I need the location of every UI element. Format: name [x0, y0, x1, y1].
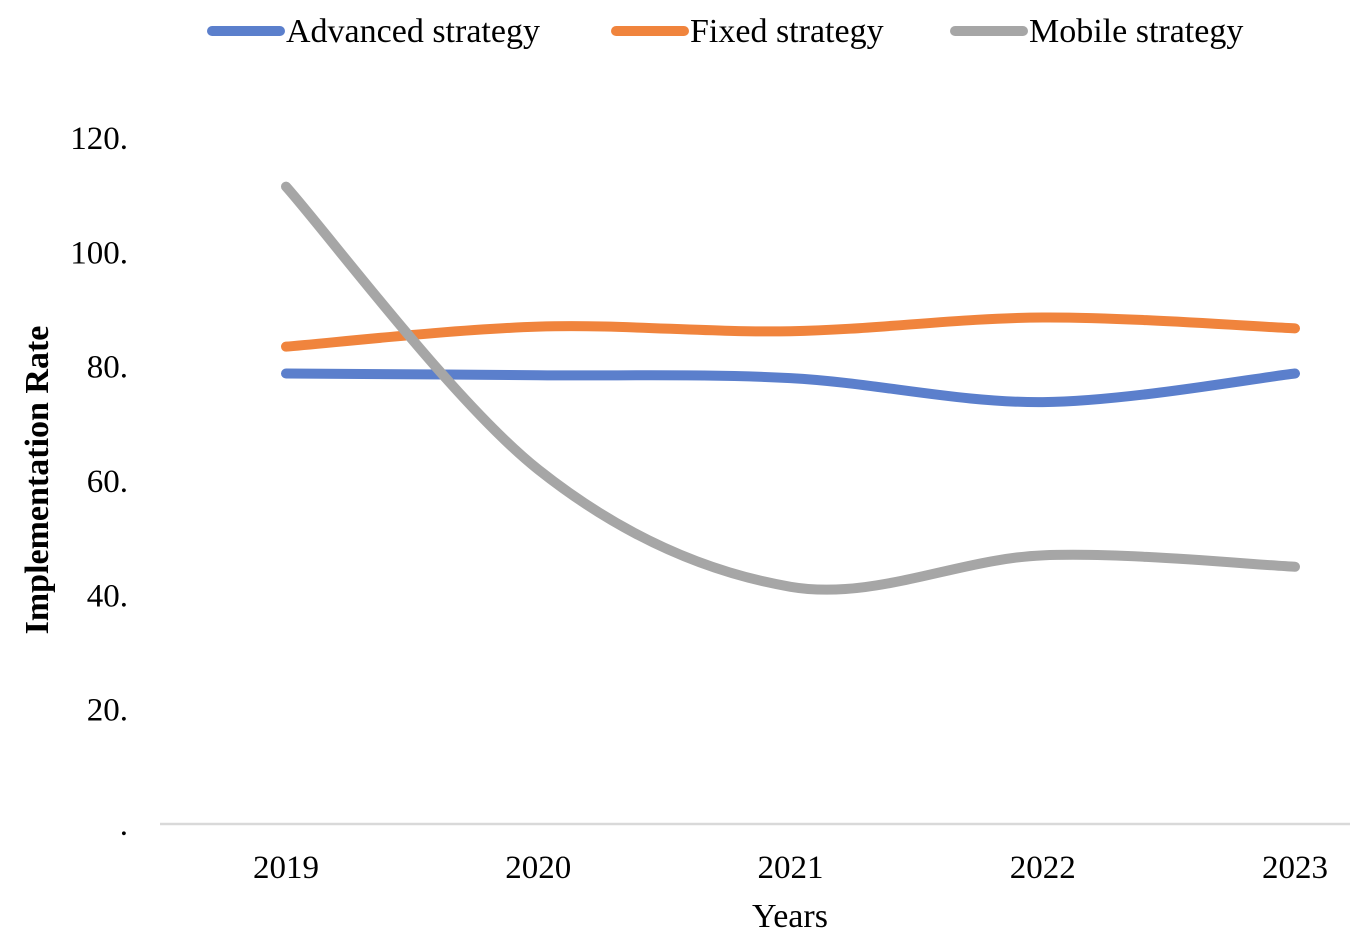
y-tick-label: 80. — [87, 350, 128, 386]
x-tick-label: 2022 — [1010, 850, 1076, 886]
y-axis: . 20. 40. 60. 80. 100. 120. — [70, 121, 128, 843]
series-line-1 — [281, 368, 1300, 408]
y-tick-label: 60. — [87, 464, 128, 500]
x-tick-label: 2023 — [1262, 850, 1328, 886]
x-tick-label: 2021 — [758, 850, 824, 886]
series-lines — [281, 181, 1300, 595]
y-tick-label: 100. — [70, 235, 128, 271]
y-tick-label: 20. — [87, 693, 128, 729]
y-axis-title: Implementation Rate — [19, 326, 56, 635]
y-tick-label: . — [120, 807, 128, 843]
x-axis-title: Years — [752, 898, 828, 935]
y-tick-label: 120. — [70, 121, 128, 157]
series-line-3 — [281, 181, 1300, 595]
legend-label: Fixed strategy — [690, 13, 884, 50]
x-tick-label: 2019 — [253, 850, 319, 886]
x-axis: 2019 2020 2021 2022 2023 — [253, 850, 1328, 886]
x-tick-label: 2020 — [505, 850, 571, 886]
legend: Advanced strategy Fixed strategy Mobile st… — [207, 13, 1243, 50]
legend-label: Mobile strategy — [1029, 13, 1243, 50]
legend-label: Advanced strategy — [286, 13, 540, 50]
series-line-2 — [281, 312, 1300, 352]
y-tick-label: 40. — [87, 578, 128, 614]
